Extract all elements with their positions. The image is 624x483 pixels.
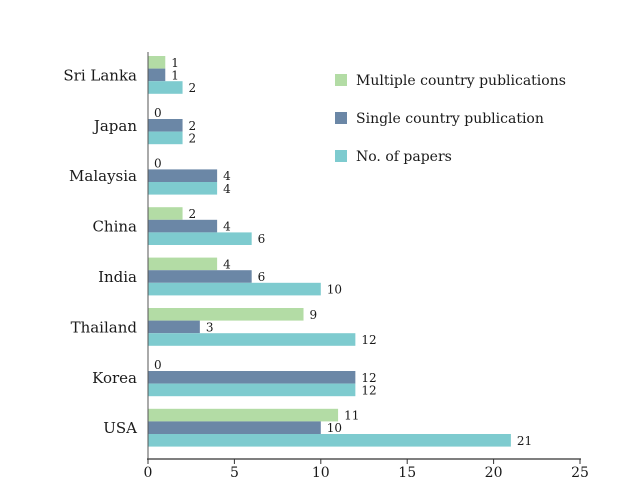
value-label: 4 [223, 257, 231, 271]
category-label: Thailand [71, 318, 138, 336]
category-label: Sri Lanka [63, 66, 137, 84]
value-label: 4 [223, 182, 231, 196]
bar-malaysia-no-of-papers [148, 182, 218, 195]
bar-malaysia-single-country-publication [148, 169, 218, 182]
category-label: India [98, 268, 137, 286]
bar-thailand-no-of-papers [148, 333, 356, 346]
bar-thailand-multiple-country-publications [148, 308, 304, 321]
value-label: 6 [258, 270, 266, 284]
value-label: 10 [327, 421, 342, 435]
bar-india-single-country-publication [148, 270, 252, 283]
legend-swatch [335, 74, 347, 86]
category-label: Japan [92, 117, 138, 135]
bar-sri-lanka-multiple-country-publications [148, 56, 166, 69]
bar-usa-multiple-country-publications [148, 408, 339, 422]
bar-thailand-single-country-publication [148, 320, 200, 334]
value-label: 0 [154, 358, 162, 372]
value-label: 12 [361, 333, 376, 347]
value-label: 12 [361, 383, 376, 397]
value-label: 6 [258, 232, 266, 246]
bar-india-no-of-papers [148, 282, 321, 296]
legend-label: Single country publication [356, 111, 544, 127]
x-axis: 0 5 10 15 20 25 [144, 52, 589, 481]
x-tick-label: 5 [230, 465, 239, 481]
bar-sri-lanka-single-country-publication [148, 68, 166, 82]
legend-swatch [335, 150, 347, 162]
bar-korea-single-country-publication [148, 371, 356, 384]
legend-label: Multiple country publications [356, 73, 566, 89]
value-label: 21 [517, 434, 532, 448]
value-label: 1 [171, 56, 179, 70]
x-tick-label: 25 [571, 465, 589, 481]
bar-japan-no-of-papers [148, 131, 183, 145]
category-label: USA [103, 419, 137, 437]
value-label: 9 [310, 308, 318, 322]
value-label: 10 [327, 283, 342, 297]
value-label: 2 [189, 207, 197, 221]
value-label: 0 [154, 157, 162, 171]
legend: Multiple country publications Single coun… [335, 73, 566, 165]
bar-china-single-country-publication [148, 219, 218, 233]
value-label: 3 [206, 320, 214, 334]
category-label: Malaysia [69, 167, 137, 185]
value-label: 2 [189, 119, 197, 133]
legend-label: No. of papers [356, 149, 452, 165]
x-tick-label: 15 [398, 465, 416, 481]
value-label: 2 [189, 131, 197, 145]
bar-china-multiple-country-publications [148, 207, 183, 220]
x-tick-label: 0 [144, 465, 153, 481]
value-label: 2 [189, 81, 197, 95]
bar-sri-lanka-no-of-papers [148, 81, 183, 94]
value-label: 12 [361, 371, 376, 385]
x-tick-label: 20 [485, 465, 503, 481]
bar-usa-no-of-papers [148, 434, 511, 447]
value-label: 1 [171, 68, 179, 82]
bars-layer [148, 56, 511, 447]
value-label: 11 [344, 409, 359, 423]
legend-swatch [335, 112, 347, 124]
bar-india-multiple-country-publications [148, 257, 218, 271]
value-label: 4 [223, 169, 231, 183]
bar-japan-single-country-publication [148, 119, 183, 132]
bar-korea-no-of-papers [148, 383, 356, 397]
x-tick-label: 10 [312, 465, 330, 481]
category-labels-layer: Sri Lanka Japan Malaysia China India Thailand… [63, 66, 137, 437]
value-label: 4 [223, 220, 231, 234]
bar-china-no-of-papers [148, 232, 252, 245]
category-label: Korea [92, 369, 137, 387]
value-label: 0 [154, 106, 162, 120]
bar-usa-single-country-publication [148, 421, 321, 434]
category-label: China [92, 218, 137, 236]
